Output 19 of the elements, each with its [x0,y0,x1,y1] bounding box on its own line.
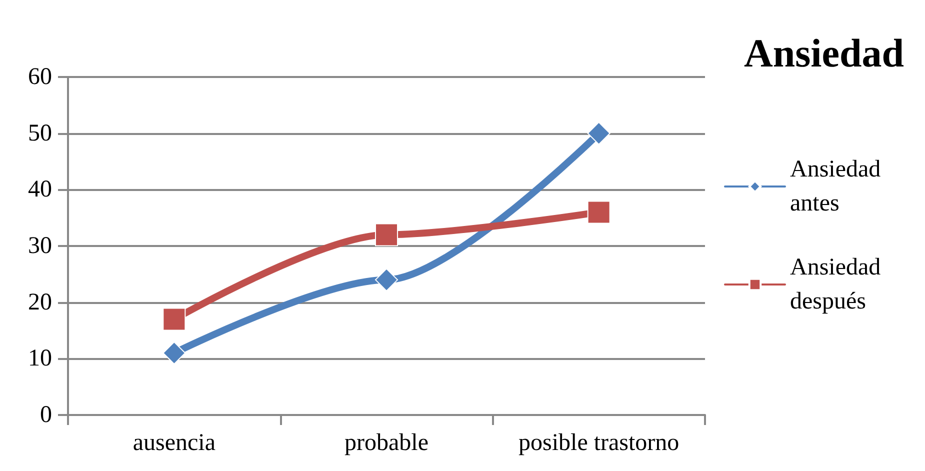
point [375,268,398,292]
x-tick-label: probable [344,430,428,456]
y-tick-label: 10 [28,346,52,372]
point [162,308,186,331]
point [587,122,610,145]
legend-label: Ansiedad después [790,254,887,314]
point [375,223,398,246]
y-tick-label: 20 [28,289,52,316]
x-tick-label: ausencia [132,430,216,456]
y-tick-label: 40 [28,176,52,203]
y-tick-label: 60 [28,64,52,90]
y-tick-label: 30 [28,233,52,259]
y-tick-label: 0 [40,402,52,428]
x-tick-label: posible trastorno [518,430,680,456]
y-tick-label: 50 [28,120,52,146]
point [162,342,186,365]
legend-label: Ansiedad antes [790,156,887,216]
text: Ansiedad [744,30,904,76]
point [587,200,610,224]
